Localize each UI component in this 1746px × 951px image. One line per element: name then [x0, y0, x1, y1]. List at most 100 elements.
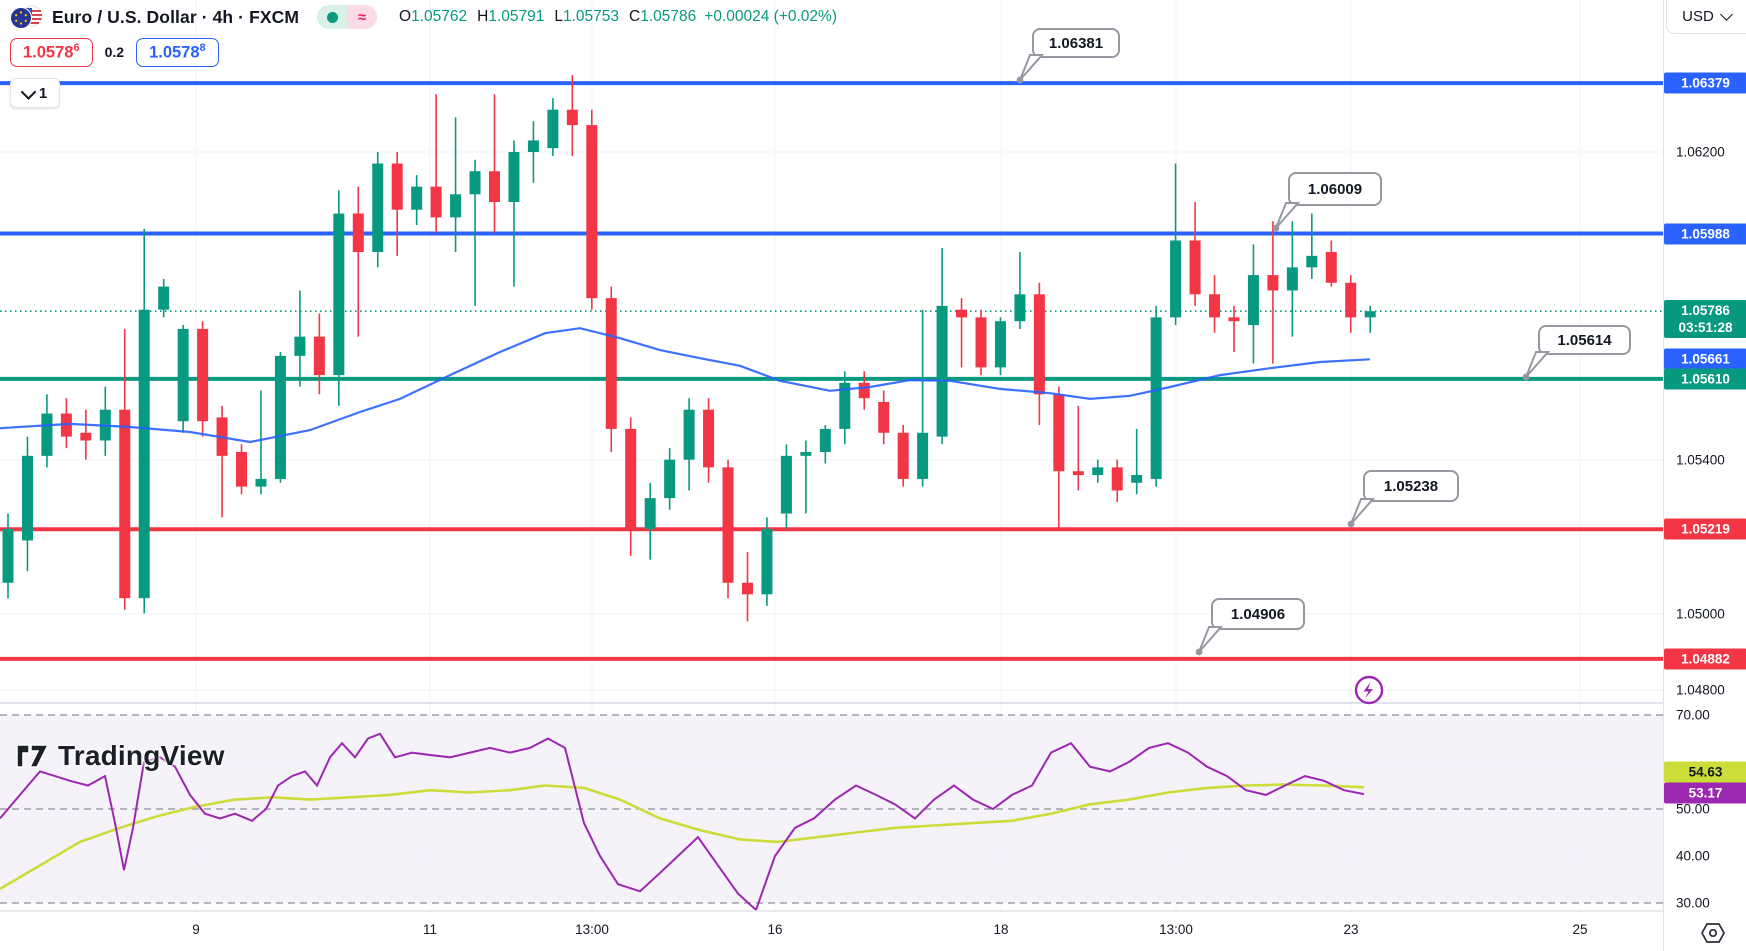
drawing-count: 1	[38, 84, 48, 102]
candle-body	[333, 213, 345, 376]
chevron-down-icon	[20, 83, 37, 100]
timezone-settings-icon[interactable]	[1700, 922, 1726, 949]
callout-pointer	[1347, 498, 1376, 528]
time-tick: 25	[1572, 922, 1588, 937]
candle-body	[1189, 240, 1201, 295]
callout-pointer	[1195, 626, 1224, 656]
level-price-label: 1.05988	[1664, 223, 1746, 245]
candle-body	[1033, 294, 1045, 395]
market-open-dot-icon	[317, 5, 348, 29]
rsi-tick: 50.00	[1676, 801, 1710, 817]
candle-body	[80, 432, 92, 441]
candle-body	[1364, 311, 1376, 318]
price-callout[interactable]: 1.06381	[1016, 28, 1120, 84]
price-callout[interactable]: 1.06009	[1272, 172, 1382, 232]
callout-pointer	[1016, 54, 1045, 84]
price-callout[interactable]: 1.05238	[1347, 470, 1459, 528]
tradingview-logo-text: TradingView	[58, 740, 225, 771]
ohlc-value: L1.05753	[554, 8, 620, 25]
candle-body	[722, 467, 734, 583]
time-tick: 23	[1343, 922, 1359, 937]
time-tick: 9	[192, 922, 200, 937]
candle-body	[158, 286, 170, 310]
callout-pointer	[1522, 351, 1551, 381]
price-callout[interactable]: 1.05614	[1522, 325, 1631, 381]
candle-body	[450, 194, 462, 218]
rsi-ma-line	[0, 783, 1365, 891]
sell-button[interactable]: 1.05786	[10, 38, 93, 67]
candle-body	[839, 382, 851, 429]
candle-body	[547, 109, 559, 149]
candle-body	[1267, 275, 1279, 291]
candle-body	[956, 309, 968, 318]
candle-body	[683, 409, 695, 460]
candle-body	[489, 171, 500, 202]
candle-body	[430, 186, 442, 218]
candle-body	[527, 140, 539, 152]
candle-body	[703, 409, 715, 468]
buy-button[interactable]: 1.05788	[136, 38, 219, 67]
time-tick: 11	[422, 922, 438, 937]
rsi-tick: 70.00	[1676, 707, 1710, 723]
candle-body	[1111, 467, 1123, 491]
candle-body	[761, 528, 773, 595]
candle-body	[741, 582, 753, 595]
price-tick: 1.06200	[1676, 144, 1725, 160]
candle-body	[1053, 394, 1065, 472]
ohlc-value: C1.05786	[629, 8, 697, 25]
time-tick: 13:00	[575, 922, 609, 937]
candle-body	[1345, 282, 1357, 318]
candle-body	[508, 152, 520, 202]
ohlc-value: H1.05791	[477, 8, 545, 25]
last-price-label: 1.05786 03:51:28	[1664, 300, 1746, 339]
candle-body	[21, 455, 33, 541]
rsi-tick: 30.00	[1676, 895, 1710, 911]
candle-body	[391, 163, 403, 210]
price-tick: 1.05400	[1676, 452, 1725, 468]
tradingview-logo: TradingView	[16, 740, 225, 772]
candle-body	[177, 328, 189, 422]
candle-body	[917, 432, 929, 479]
candle-body	[1150, 317, 1162, 479]
candle-body	[936, 305, 948, 437]
delayed-data-icon: ≈	[347, 5, 378, 29]
candle-body	[1014, 294, 1026, 322]
candle-body	[469, 171, 481, 195]
candle-body	[294, 336, 306, 356]
candle-body	[1170, 240, 1182, 318]
candle-body	[1247, 275, 1259, 326]
candle-body	[644, 498, 656, 529]
candle-body	[664, 459, 676, 499]
candle-body	[411, 186, 423, 210]
currency-label: USD	[1682, 8, 1714, 25]
candle-body	[800, 452, 812, 456]
symbol-title[interactable]: Euro / U.S. Dollar · 4h · FXCM	[52, 6, 300, 27]
price-change: +0.00024 (+0.02%)	[704, 8, 837, 25]
currency-selector[interactable]: USD	[1666, 0, 1746, 34]
price-tick: 1.05000	[1676, 606, 1725, 622]
candle-body	[586, 125, 598, 299]
candle-body	[372, 163, 384, 252]
candle-body	[119, 409, 131, 599]
object-tree-button[interactable]: 1	[10, 78, 60, 108]
ohlc-readout: O1.05762 H1.05791 L1.05753 C1.05786	[399, 8, 696, 26]
price-tick: 1.04800	[1676, 682, 1725, 698]
candle-body	[1228, 317, 1240, 322]
candle-body	[625, 428, 637, 529]
candle-body	[897, 432, 909, 479]
moving-average-line	[0, 327, 1371, 444]
symbol-header: Euro / U.S. Dollar · 4h · FXCM ≈ O1.0576…	[10, 5, 837, 29]
level-price-label: 1.05219	[1664, 518, 1746, 540]
time-tick: 13:00	[1159, 922, 1193, 937]
ohlc-value: O1.05762	[399, 8, 468, 25]
price-callout[interactable]: 1.04906	[1195, 598, 1305, 656]
rsi-tick: 40.00	[1676, 848, 1710, 864]
candle-body	[197, 328, 209, 422]
callout-pointer	[1272, 202, 1301, 232]
market-status-pills[interactable]: ≈	[317, 5, 378, 29]
price-axis[interactable]: 1.06200 1.05400 1.05000 1.04800 70.00 50.00 40…	[1663, 0, 1746, 951]
tradingview-logo-icon	[16, 744, 50, 768]
time-axis[interactable]: 9 11 13:00 16 18 13:00 23 25	[0, 912, 1663, 951]
rsi-value-label: 53.17	[1664, 782, 1746, 804]
